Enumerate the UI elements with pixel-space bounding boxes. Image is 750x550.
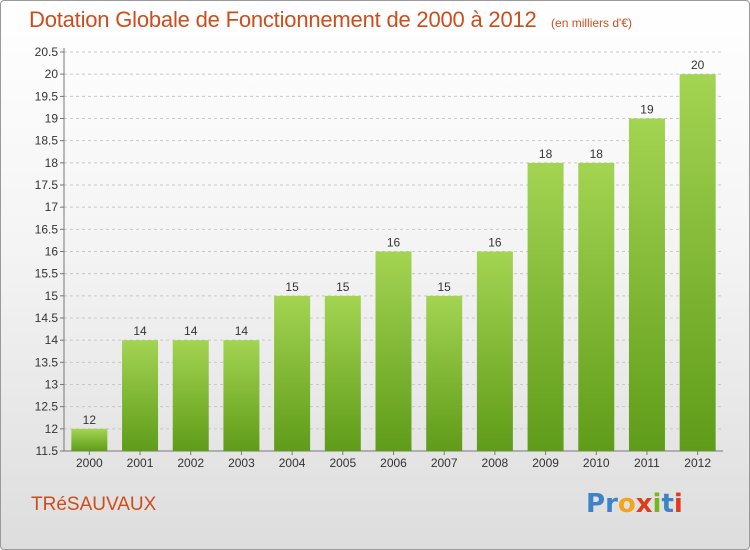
x-tick-label: 2012: [684, 456, 711, 470]
bar: [527, 162, 564, 452]
chart-subtitle: (en milliers d'€): [551, 16, 633, 30]
y-tick-label: 18: [45, 156, 59, 170]
bar: [628, 118, 665, 451]
x-tick-label: 2007: [431, 456, 458, 470]
y-tick-label: 20: [45, 67, 59, 81]
logo-letter: x: [635, 489, 653, 519]
y-tick-label: 15.5: [35, 267, 59, 281]
bar: [71, 428, 108, 451]
x-tick-label: 2006: [380, 456, 407, 470]
x-tick-label: 2001: [127, 456, 154, 470]
x-tick-label: 2008: [482, 456, 509, 470]
bar-value-label: 15: [336, 280, 350, 294]
bar: [223, 340, 260, 451]
bar-value-label: 14: [133, 324, 147, 338]
title-row: Dotation Globale de Fonctionnement de 20…: [29, 7, 632, 33]
bar: [578, 162, 615, 452]
bar: [172, 340, 209, 451]
bar: [375, 251, 412, 451]
chart-title: Dotation Globale de Fonctionnement de 20…: [29, 7, 537, 32]
y-tick-label: 18.5: [35, 134, 59, 148]
x-axis-ticks: 2000 2001 2002 2003 2004 2005 2006 2007 2008 2009…: [76, 451, 711, 470]
y-tick-label: 17.5: [35, 178, 59, 192]
bar-value-label: 15: [285, 280, 299, 294]
x-tick-label: 2002: [177, 456, 204, 470]
logo-letter: P: [586, 489, 606, 519]
y-tick-label: 15: [45, 289, 59, 303]
y-tick-label: 13.5: [35, 355, 59, 369]
bar: [122, 340, 159, 451]
bar-value-label: 14: [184, 324, 198, 338]
y-tick-label: 11.5: [36, 444, 59, 458]
bars: 12 14 14 14 15 15 16 15 16 18 18 19 20: [71, 58, 716, 452]
y-tick-label: 12.5: [35, 400, 59, 414]
y-axis-ticks: 11.5 12 12.5 13 13.5 14 14.5 15 15.5 16 16.5 17 17.5…: [35, 45, 64, 458]
y-tick-label: 19.5: [35, 89, 59, 103]
x-tick-label: 2010: [583, 456, 610, 470]
bar-value-label: 18: [590, 147, 604, 161]
logo-letter: i: [652, 489, 662, 519]
logo-letter: r: [605, 489, 618, 519]
proxiti-logo: Proxiti: [586, 489, 683, 519]
bar: [426, 295, 463, 451]
logo-letter: t: [661, 489, 674, 519]
y-tick-label: 16: [45, 245, 59, 259]
y-tick-label: 17: [45, 200, 59, 214]
bar-value-label: 16: [488, 236, 502, 250]
bar-value-label: 18: [539, 147, 553, 161]
logo-letter: i: [673, 489, 683, 519]
x-tick-label: 2005: [329, 456, 356, 470]
bar: [679, 74, 716, 452]
y-tick-label: 14.5: [35, 311, 59, 325]
x-tick-label: 2003: [228, 456, 255, 470]
bar: [476, 251, 513, 451]
bar-value-label: 20: [691, 58, 705, 72]
bar-value-label: 15: [438, 280, 452, 294]
bar-value-label: 16: [387, 236, 401, 250]
bar: [274, 295, 311, 451]
y-tick-label: 14: [45, 333, 59, 347]
commune-name: TRéSAUVAUX: [31, 494, 157, 515]
bar-value-label: 19: [640, 103, 654, 117]
bar-value-label: 12: [83, 413, 97, 427]
y-tick-label: 13: [45, 378, 59, 392]
bar-chart: 11.5 12 12.5 13 13.5 14 14.5 15 15.5 16 16.5 17 17.5…: [35, 45, 723, 470]
y-tick-label: 16.5: [35, 222, 59, 236]
x-tick-label: 2011: [634, 456, 660, 470]
bar-value-label: 14: [235, 324, 249, 338]
y-tick-label: 12: [45, 422, 59, 436]
x-tick-label: 2004: [279, 456, 306, 470]
logo-letter: o: [617, 489, 636, 519]
y-tick-label: 20.5: [35, 45, 59, 59]
x-tick-label: 2000: [76, 456, 103, 470]
bar: [324, 295, 361, 451]
x-tick-label: 2009: [532, 456, 559, 470]
y-tick-label: 19: [45, 112, 59, 126]
